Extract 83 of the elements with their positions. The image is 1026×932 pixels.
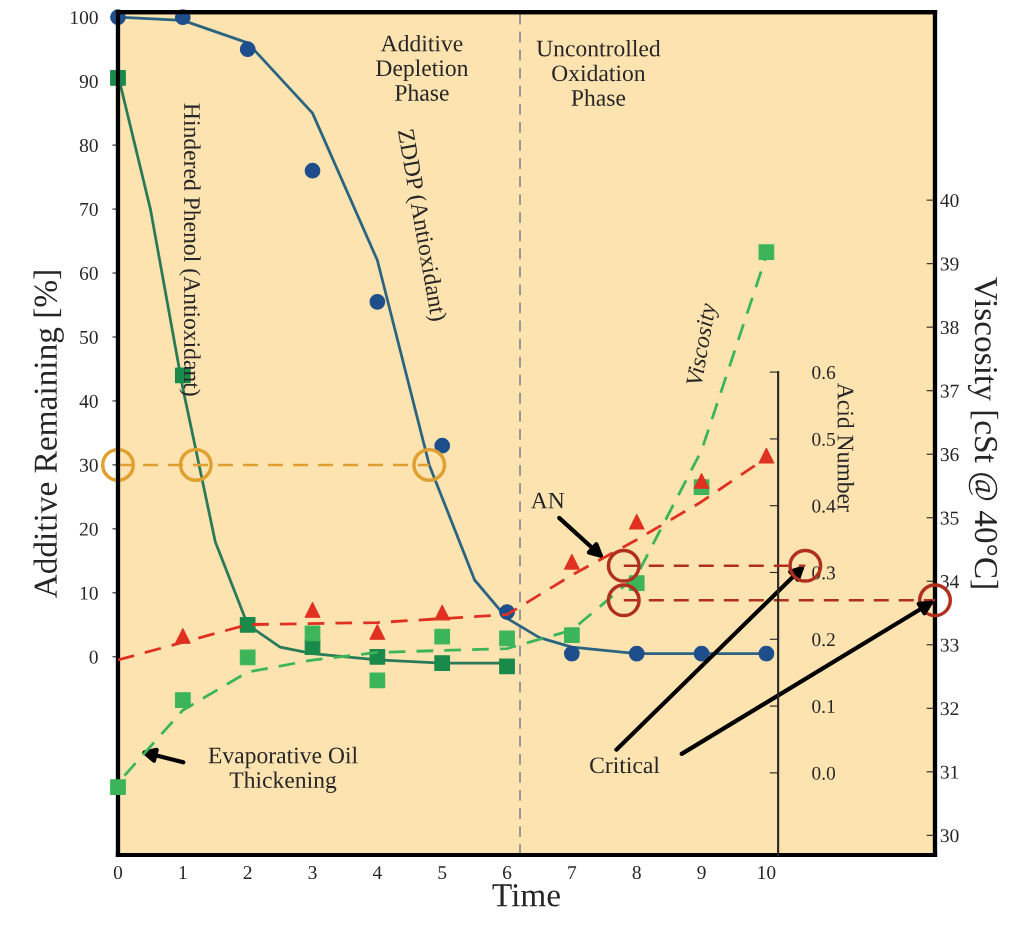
y-tick-label: 20 — [79, 522, 98, 536]
point — [178, 447, 213, 482]
x-tick-label: 6 — [503, 866, 512, 880]
x-tick-label: 1 — [179, 866, 187, 879]
y-tick-label: 30 — [80, 458, 98, 472]
point — [412, 447, 447, 482]
annotation: AN — [530, 492, 565, 509]
point — [499, 658, 515, 675]
y3-tick-label: 0.1 — [812, 699, 835, 714]
point — [434, 604, 451, 621]
annotation: Evaporative Oil Thickening — [208, 746, 358, 793]
x-tick-label: 4 — [372, 866, 382, 879]
x-tick-label: 3 — [308, 866, 317, 880]
point — [758, 645, 775, 662]
y2-tick-label: 32 — [940, 702, 959, 716]
x-tick-label: 2 — [243, 866, 252, 879]
point — [239, 649, 256, 666]
point — [110, 779, 126, 795]
annotation: Uncontrolled Oxidation Phase — [536, 39, 661, 106]
point — [758, 447, 775, 464]
point — [369, 648, 386, 665]
y-tick-label: 80 — [79, 138, 98, 153]
y2-tick-label: 35 — [940, 511, 959, 525]
y3-tick-label: 0.5 — [812, 432, 836, 446]
point — [434, 628, 451, 645]
point — [369, 672, 386, 689]
x-tick-label: 9 — [697, 866, 706, 880]
point — [369, 624, 386, 640]
point — [174, 692, 191, 708]
x-tick-label: 7 — [568, 866, 577, 879]
y2-tick-label: 39 — [940, 257, 959, 271]
annotation: Hindered Phenol (Antioxidant) — [179, 103, 201, 396]
point — [434, 655, 451, 672]
point — [564, 627, 580, 644]
point — [693, 645, 710, 662]
annotation: Additive Depletion Phase — [376, 34, 469, 101]
y2-tick-label: 40 — [940, 193, 959, 208]
point — [369, 293, 386, 310]
point — [606, 583, 641, 618]
point — [564, 645, 580, 662]
y-tick-label: 0 — [89, 650, 98, 664]
y2-tick-label: 31 — [940, 765, 959, 779]
y-tick-label: 70 — [80, 202, 98, 217]
x-tick-label: 8 — [632, 866, 641, 880]
point — [758, 244, 775, 261]
point — [174, 628, 191, 644]
y-tick-label: 90 — [79, 75, 98, 89]
y-tick-label: 10 — [80, 586, 98, 600]
point — [304, 602, 321, 618]
x-tick-label: 5 — [438, 866, 447, 880]
y2-tick-label: 33 — [940, 638, 959, 652]
point — [499, 630, 515, 647]
point — [239, 41, 256, 58]
y3-tick-label: 0.4 — [812, 499, 836, 513]
point — [628, 645, 645, 662]
x-axis-title: Time — [492, 884, 560, 907]
y-tick-label: 40 — [79, 394, 98, 408]
y-tick-label: 100 — [71, 11, 98, 25]
y2-axis-title: Viscosity [cSt @ 40°C] — [967, 277, 999, 588]
y2-tick-label: 37 — [940, 384, 959, 398]
point — [628, 513, 645, 530]
annotation: Critical — [590, 756, 660, 774]
point — [239, 616, 256, 633]
point — [693, 473, 710, 489]
y-tick-label: 50 — [80, 330, 98, 344]
x-tick-label: 10 — [758, 866, 776, 880]
point — [100, 447, 136, 482]
point — [564, 553, 580, 570]
point — [434, 437, 451, 454]
x-tick-label: 0 — [113, 866, 123, 880]
y2-tick-label: 36 — [940, 448, 959, 462]
point — [304, 625, 321, 642]
y-axis-title: Additive Remaining [%] — [33, 271, 64, 599]
annotation: Viscosity — [686, 302, 721, 387]
y2-tick-label: 38 — [940, 320, 959, 335]
point — [304, 162, 321, 179]
point — [606, 548, 641, 583]
y3-tick-label: 0.2 — [812, 633, 835, 647]
y2-tick-label: 30 — [940, 829, 959, 843]
y3-axis-title: Acid Number — [837, 383, 855, 512]
y3-tick-label: 0.0 — [812, 766, 836, 780]
y3-tick-label: 0.6 — [812, 365, 836, 380]
y-tick-label: 60 — [79, 266, 98, 280]
